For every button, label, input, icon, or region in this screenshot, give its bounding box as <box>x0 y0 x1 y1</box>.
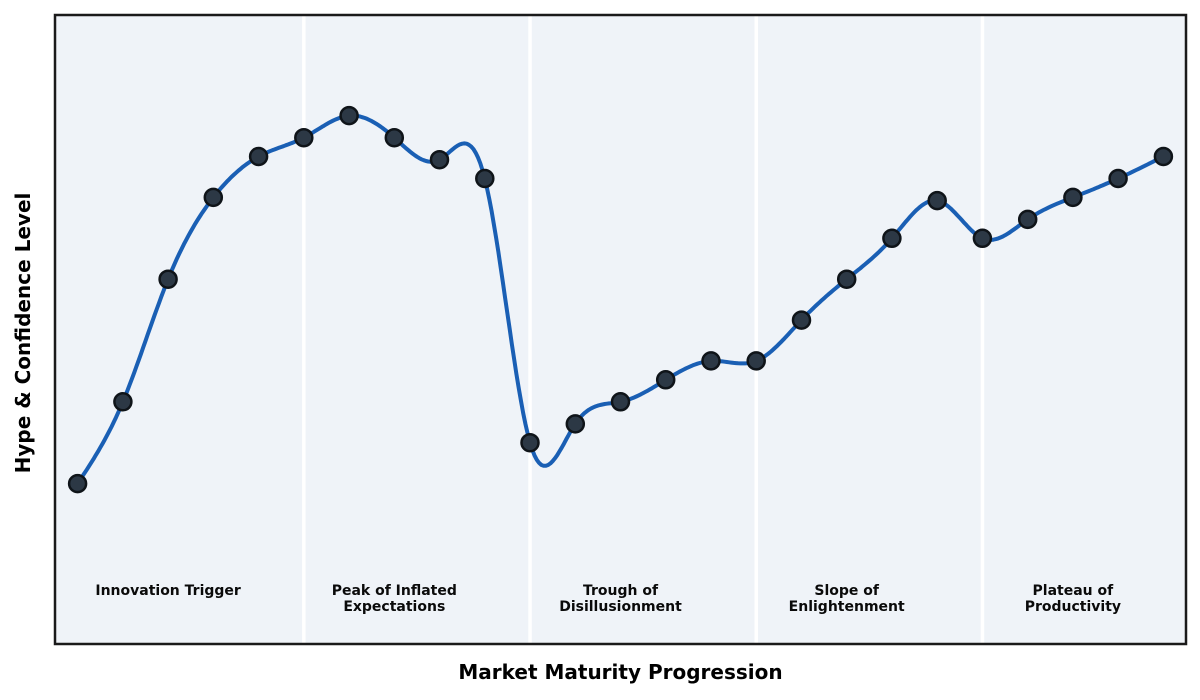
data-point <box>655 370 676 390</box>
data-point <box>1108 168 1128 189</box>
data-point <box>610 392 631 412</box>
phase-label-line: Slope of <box>814 583 879 599</box>
data-point <box>429 149 450 170</box>
data-point <box>113 392 133 412</box>
phase-label-line: Plateau of <box>1032 583 1114 599</box>
data-point <box>791 310 812 330</box>
phase-label-line: Disillusionment <box>559 599 682 615</box>
phase-label-line: Enlightenment <box>788 599 905 615</box>
data-point <box>882 228 902 249</box>
phase-label-line: Innovation Trigger <box>95 583 241 599</box>
data-point <box>384 127 405 148</box>
data-point <box>248 146 269 167</box>
x-axis-label: Market Maturity Progression <box>458 660 783 684</box>
plot-border <box>53 13 1188 646</box>
phase-divider <box>754 16 758 643</box>
data-point <box>565 414 586 434</box>
data-point <box>746 351 766 371</box>
data-point <box>67 473 88 494</box>
data-point <box>972 228 993 249</box>
data-point <box>701 351 721 371</box>
data-point-markers <box>67 105 1174 494</box>
y-axis-label: Hype & Confidence Level <box>11 192 35 474</box>
data-point <box>339 105 359 126</box>
phase-label-slope-of-enlightenment: Slope of Enlightenment <box>789 583 905 615</box>
phase-divider <box>980 16 985 643</box>
phase-label-innovation-trigger: Innovation Trigger <box>95 583 240 599</box>
data-point <box>1153 146 1174 167</box>
phase-label-peak-of-inflated-expectations: Peak of Inflated Expectations <box>332 583 457 615</box>
phase-label-line: Trough of <box>582 583 659 599</box>
phase-label-trough-of-disillusionment: Trough of Disillusionment <box>559 583 682 615</box>
data-point <box>1063 187 1083 208</box>
data-point <box>294 127 314 148</box>
data-point <box>1017 209 1038 230</box>
phase-divider <box>302 16 306 643</box>
phase-label-line: Productivity <box>1024 599 1122 615</box>
data-point <box>927 190 947 211</box>
phase-label-line: Peak of Inflated <box>331 583 457 599</box>
data-point <box>836 269 857 289</box>
phase-label-plateau-of-productivity: Plateau of Productivity <box>1025 583 1121 615</box>
phase-divider <box>528 16 532 643</box>
data-point <box>475 168 495 189</box>
data-point <box>158 269 178 289</box>
plot-background <box>55 15 1186 644</box>
data-point <box>520 432 540 453</box>
data-point <box>203 187 224 208</box>
phase-label-line: Expectations <box>343 599 446 615</box>
phase-dividers <box>302 16 985 643</box>
